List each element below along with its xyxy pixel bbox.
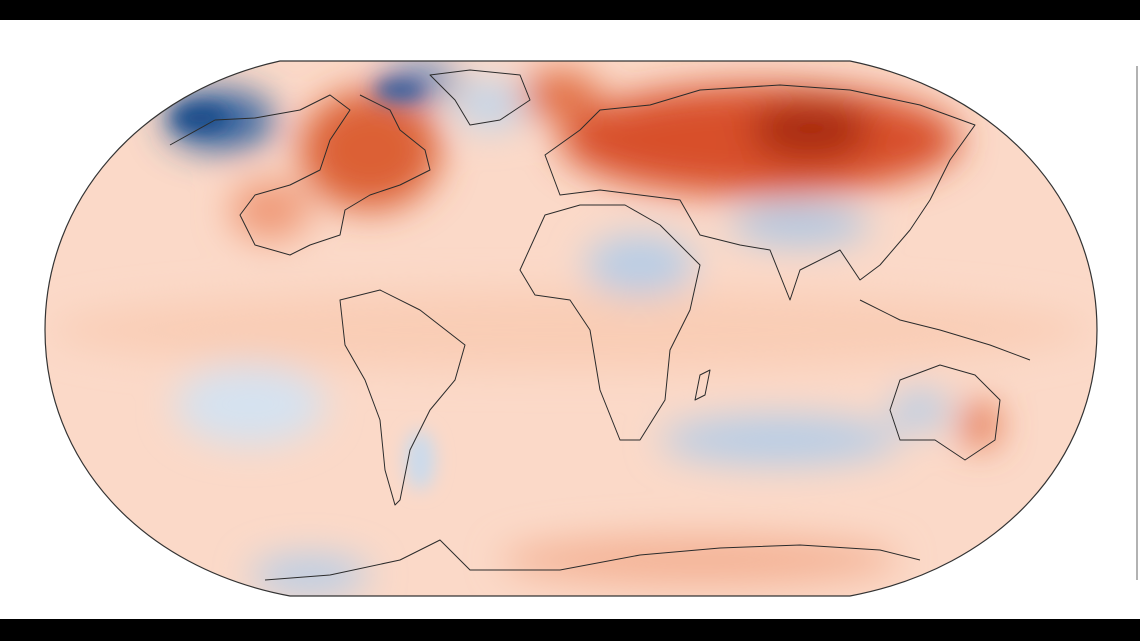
warm-us xyxy=(230,180,310,240)
bottom-bar xyxy=(0,619,1140,641)
cold-argentina xyxy=(405,430,435,490)
south-america-coast xyxy=(339,289,466,506)
top-bar xyxy=(0,0,1140,20)
greenland-coast xyxy=(429,69,531,126)
cold-alaska-core xyxy=(172,104,228,132)
warm-antarctic xyxy=(500,535,900,585)
warm-siberia-core xyxy=(750,100,870,160)
cold-greenland xyxy=(455,80,525,130)
cold-antarctic-west xyxy=(250,555,370,595)
warm-canada xyxy=(300,90,440,210)
cold-australia-west xyxy=(890,390,950,430)
north-america-coast xyxy=(169,94,431,256)
warm-australia-east xyxy=(962,403,998,447)
cold-southern-ocean xyxy=(660,415,900,465)
africa-coast xyxy=(519,204,701,441)
cold-tibet xyxy=(730,205,870,245)
cold-islands-core xyxy=(375,80,425,100)
antarctica-coast xyxy=(264,539,921,581)
coastlines xyxy=(169,69,1031,581)
australia-coast xyxy=(889,364,1001,461)
cold-south-pacific xyxy=(175,365,325,445)
warm-arctic xyxy=(520,70,600,120)
map-field xyxy=(45,61,1097,596)
eurasia-coast xyxy=(544,84,976,301)
cold-sahara xyxy=(585,235,695,295)
anomaly-blobs xyxy=(50,65,1090,595)
indonesia-coast xyxy=(859,299,1031,361)
map-border xyxy=(44,60,1098,597)
tropical-band xyxy=(50,290,1090,370)
madagascar-coast xyxy=(694,369,711,401)
